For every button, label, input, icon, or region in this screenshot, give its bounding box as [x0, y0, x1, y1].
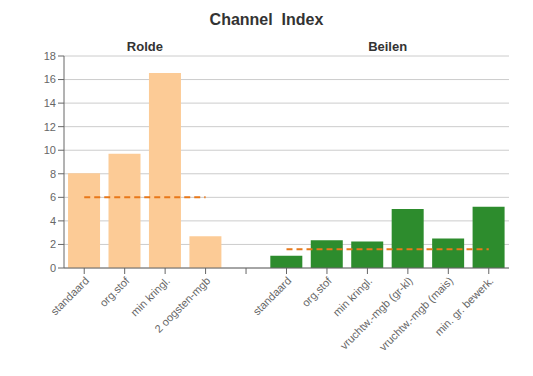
svg-text:6: 6	[50, 191, 56, 203]
svg-text:12: 12	[44, 121, 56, 133]
svg-text:0: 0	[50, 262, 56, 274]
svg-text:min kringl.: min kringl.	[128, 274, 173, 319]
svg-text:4: 4	[50, 215, 56, 227]
svg-text:Beilen: Beilen	[368, 39, 407, 54]
svg-text:14: 14	[44, 97, 56, 109]
svg-text:10: 10	[44, 144, 56, 156]
svg-text:16: 16	[44, 73, 56, 85]
svg-text:org.stof: org.stof	[97, 274, 132, 309]
svg-text:org.stof: org.stof	[299, 274, 334, 309]
svg-text:2: 2	[50, 238, 56, 250]
svg-text:18: 18	[44, 50, 56, 62]
svg-text:min. gr. bewerk.: min. gr. bewerk.	[432, 274, 495, 337]
svg-text:Rolde: Rolde	[127, 39, 163, 54]
svg-text:standaard: standaard	[48, 274, 91, 317]
svg-text:2 oogsten-mgb: 2 oogsten-mgb	[152, 274, 212, 334]
svg-text:8: 8	[50, 168, 56, 180]
svg-text:vruchtw.-mgb (mais): vruchtw.-mgb (mais)	[377, 274, 456, 353]
svg-text:vruchtw.-mgb (gr-kl): vruchtw.-mgb (gr-kl)	[338, 274, 415, 351]
svg-text:standaard: standaard	[250, 274, 293, 317]
svg-text:min kringl.: min kringl.	[330, 274, 375, 319]
html-text:Channel Index: Channel Index	[209, 11, 324, 28]
